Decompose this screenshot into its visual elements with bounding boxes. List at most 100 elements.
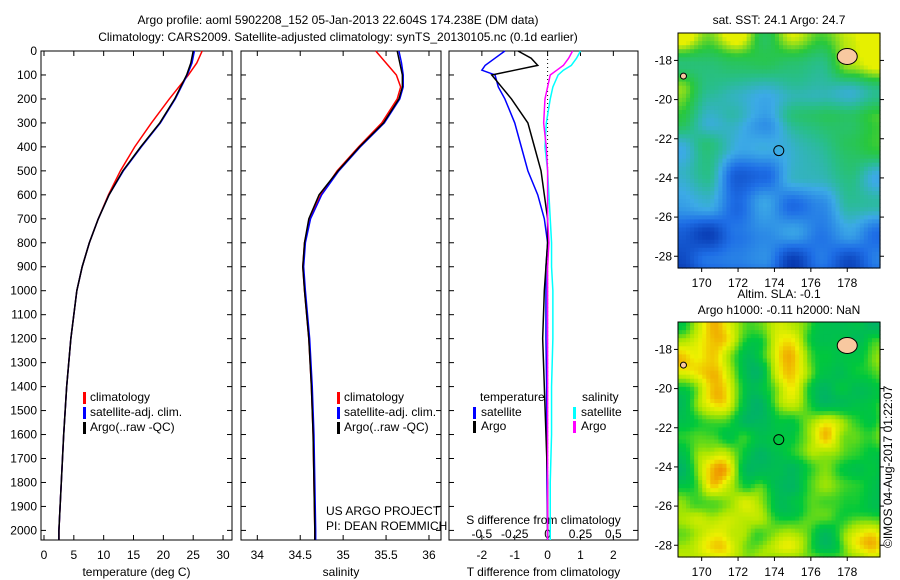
map-cell bbox=[758, 154, 764, 160]
map-cell bbox=[799, 407, 804, 412]
map-cell bbox=[859, 247, 865, 253]
map-cell bbox=[750, 386, 756, 392]
map-cell bbox=[871, 65, 877, 71]
map-cell bbox=[714, 459, 719, 465]
map-cell bbox=[847, 174, 853, 180]
map-cell bbox=[815, 235, 820, 241]
map-cell bbox=[762, 142, 768, 148]
map-cell bbox=[702, 403, 707, 408]
map-cell bbox=[702, 390, 707, 396]
map-cell bbox=[758, 354, 764, 360]
map-cell bbox=[726, 451, 732, 457]
map-cell bbox=[734, 431, 740, 437]
map-cell bbox=[831, 41, 837, 46]
map-cell bbox=[750, 532, 756, 538]
map-cell bbox=[714, 89, 719, 95]
map-cell bbox=[682, 146, 687, 152]
map-cell bbox=[875, 97, 881, 103]
map-cell bbox=[815, 191, 820, 196]
y-tick-label: 400 bbox=[17, 140, 37, 154]
map-cell bbox=[682, 101, 687, 107]
map-cell bbox=[787, 235, 792, 241]
map-cell bbox=[710, 45, 715, 50]
map-cell bbox=[774, 49, 780, 54]
map-cell bbox=[706, 370, 711, 376]
map-cell bbox=[859, 105, 865, 111]
map-cell bbox=[843, 263, 849, 269]
map-cell bbox=[698, 203, 703, 208]
map-cell bbox=[815, 178, 820, 184]
map-cell bbox=[702, 126, 707, 131]
map-cell bbox=[779, 536, 784, 542]
map-cell bbox=[779, 170, 784, 176]
map-cell bbox=[742, 520, 748, 526]
map-cell bbox=[714, 330, 719, 335]
map-cell bbox=[730, 65, 736, 71]
map-cell bbox=[714, 199, 719, 204]
map-cell bbox=[875, 37, 881, 42]
map-cell bbox=[678, 386, 683, 392]
map-cell bbox=[795, 366, 800, 372]
map-cell bbox=[726, 508, 732, 514]
series-line-argo bbox=[58, 50, 194, 540]
map-cell bbox=[863, 251, 869, 257]
map-cell bbox=[835, 158, 841, 164]
map-cell bbox=[710, 480, 715, 485]
map-cell bbox=[851, 195, 857, 200]
map-cell bbox=[702, 195, 707, 200]
map-cell bbox=[714, 109, 719, 115]
map-cell bbox=[803, 191, 808, 196]
map-cell bbox=[742, 263, 748, 269]
map-cell bbox=[742, 471, 748, 477]
map-cell bbox=[774, 447, 780, 453]
map-cell bbox=[714, 166, 719, 172]
map-cell bbox=[718, 235, 724, 241]
map-cell bbox=[694, 53, 699, 58]
map-cell bbox=[783, 263, 788, 269]
map-cell bbox=[750, 374, 756, 380]
map-cell bbox=[694, 463, 699, 469]
map-cell bbox=[819, 122, 825, 127]
map-cell bbox=[803, 182, 808, 188]
map-cell bbox=[791, 195, 796, 200]
map-cell bbox=[686, 540, 691, 546]
map-cell bbox=[694, 199, 699, 204]
map-cell bbox=[787, 378, 792, 384]
map-cell bbox=[787, 174, 792, 180]
map-cell bbox=[738, 227, 744, 233]
map-cell bbox=[694, 195, 699, 200]
map-cell bbox=[754, 259, 760, 265]
map-cell bbox=[774, 552, 780, 558]
map-cell bbox=[750, 138, 756, 143]
map-cell bbox=[774, 223, 780, 229]
map-cell bbox=[706, 475, 711, 481]
map-cell bbox=[722, 49, 728, 54]
y-tick-label: 200 bbox=[17, 92, 37, 106]
map-cell bbox=[875, 259, 881, 265]
map-cell bbox=[706, 130, 711, 135]
map-cell bbox=[750, 61, 756, 67]
map-cell bbox=[686, 524, 691, 530]
map-cell bbox=[795, 439, 800, 445]
map-cell bbox=[738, 138, 744, 143]
map-cell bbox=[779, 443, 784, 449]
map-cell bbox=[734, 138, 740, 143]
map-cell bbox=[795, 342, 800, 347]
map-cell bbox=[803, 346, 808, 351]
map-cell bbox=[851, 89, 857, 95]
map-cell bbox=[742, 532, 748, 538]
map-cell bbox=[714, 49, 719, 54]
map-cell bbox=[706, 255, 711, 261]
map-cell bbox=[678, 471, 683, 477]
map-cell bbox=[706, 235, 711, 241]
map-cell bbox=[766, 398, 772, 404]
map-cell bbox=[714, 548, 719, 554]
map-cell bbox=[750, 322, 756, 327]
map-cell bbox=[742, 540, 748, 546]
map-cell bbox=[774, 251, 780, 257]
map-cell bbox=[787, 37, 792, 42]
map-cell bbox=[690, 105, 695, 111]
map-cell bbox=[678, 158, 683, 164]
map-cell bbox=[815, 97, 820, 103]
map-cell bbox=[791, 431, 796, 437]
